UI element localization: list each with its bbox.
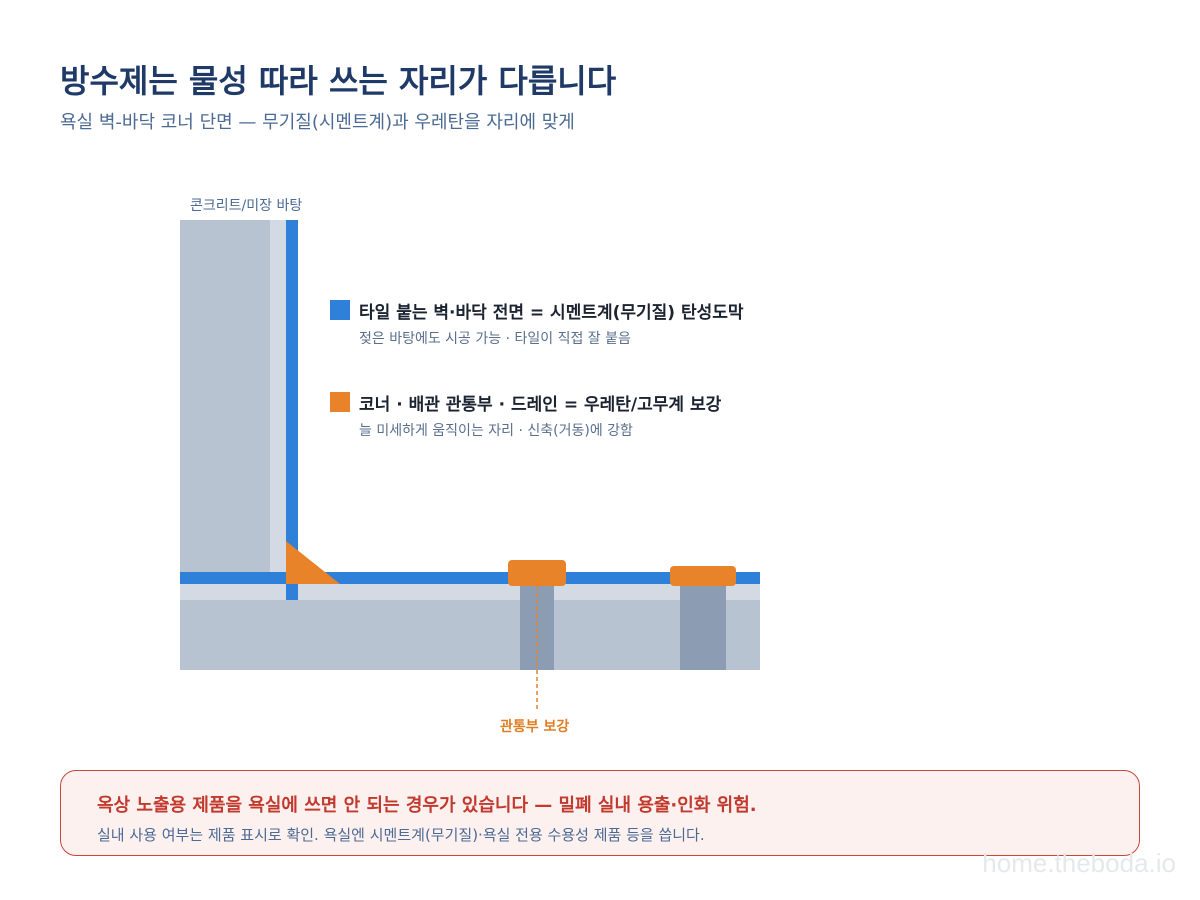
corner-urethane-fillet	[286, 541, 340, 584]
warning-note: 실내 사용 여부는 제품 표시로 확인. 욕실엔 시멘트계(무기질)·욕실 전용…	[97, 826, 705, 844]
warning-box: 옥상 노출용 제품을 욕실에 쓰면 안 되는 경우가 있습니다 — 밀폐 실내 …	[60, 770, 1140, 856]
wall-mortar	[270, 220, 286, 580]
legend-note-urethane: 늘 미세하게 움직이는 자리 · 신축(거동)에 강함	[359, 423, 633, 439]
legend-label-urethane: 코너 · 배관 관통부 · 드레인 = 우레탄/고무계 보강	[359, 395, 722, 415]
warning-title: 옥상 노출용 제품을 욕실에 쓰면 안 되는 경우가 있습니다 — 밀폐 실내 …	[97, 795, 757, 816]
page-subtitle: 욕실 벽-바닥 코너 단면 — 무기질(시멘트계)과 우레탄을 자리에 맞게	[60, 112, 575, 133]
watermark: home.theboda.io	[982, 848, 1176, 878]
base-label: 콘크리트/미장 바탕	[190, 198, 303, 214]
pipe-left-urethane-collar	[508, 560, 566, 586]
legend-note-cement: 젖은 바탕에도 시공 가능 · 타일이 직접 잘 붙음	[359, 331, 631, 347]
floor-mortar	[180, 584, 760, 600]
pipe-right	[680, 584, 726, 670]
page-title: 방수제는 물성 따라 쓰는 자리가 다릅니다	[60, 62, 617, 100]
legend-swatch-cement	[330, 300, 350, 320]
pipe-left	[520, 584, 554, 670]
floor-concrete	[180, 600, 760, 670]
pipe-right-urethane-collar	[670, 566, 736, 586]
legend-swatch-urethane	[330, 392, 350, 412]
wall-cement-membrane	[286, 220, 298, 600]
wall-concrete	[180, 220, 270, 580]
callout-label: 관통부 보강	[500, 719, 570, 735]
legend-label-cement: 타일 붙는 벽·바닥 전면 = 시멘트계(무기질) 탄성도막	[359, 303, 744, 323]
